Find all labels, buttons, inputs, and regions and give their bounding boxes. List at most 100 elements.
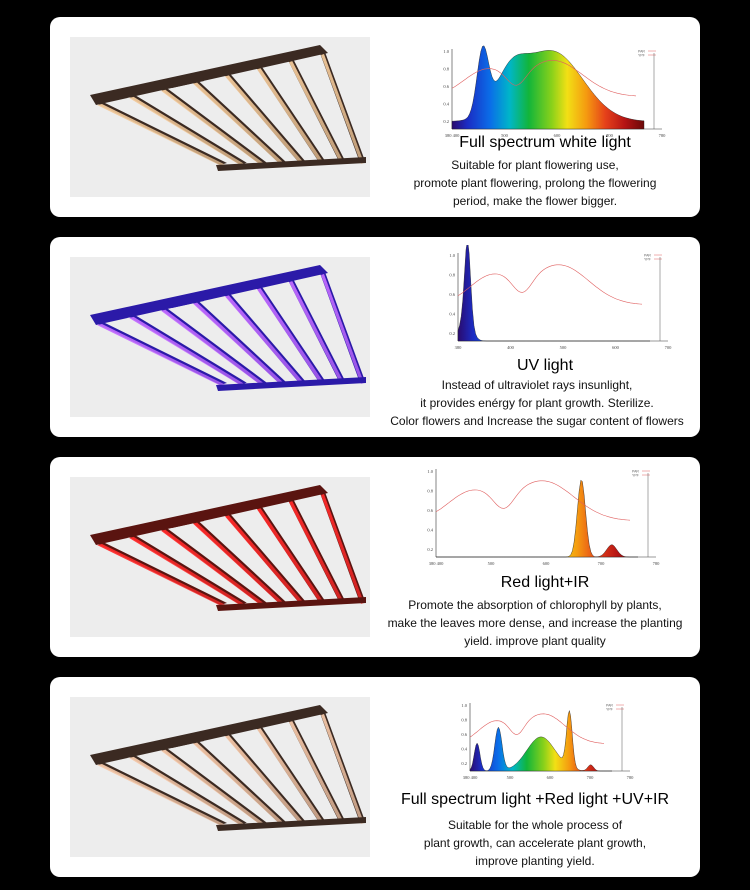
- panel-full-spectrum: 1.0 0.8 0.6 0.4 0.2 380 400 500 600 700 780 PAR YPF…: [50, 17, 700, 217]
- par-curve: [435, 480, 631, 521]
- fixture-led-strip: [129, 756, 246, 826]
- x-tick-label: 600: [612, 345, 620, 350]
- x-tick-label: 400: [507, 345, 515, 350]
- grow-light-fixture-image: [90, 45, 366, 171]
- y-tick-label: 0.4: [461, 747, 467, 752]
- fixture-driver: [170, 512, 204, 528]
- grow-light-photo: [70, 37, 370, 197]
- par-curve: [451, 60, 637, 97]
- y-tick-label: 0.6: [449, 292, 455, 297]
- fixture-led-strip: [225, 735, 305, 825]
- fixture-led-strip: [161, 309, 266, 386]
- grow-light-fixture-image: [90, 485, 366, 611]
- fixture-driver: [170, 72, 204, 88]
- fixture-led-strip: [129, 96, 246, 166]
- x-tick-label: 780: [659, 133, 667, 138]
- legend-label: YPF: [632, 474, 639, 478]
- x-tick-label: 700: [598, 561, 606, 566]
- fixture-top-bar: [90, 265, 328, 325]
- fixture-led-strip: [193, 522, 286, 606]
- fixture-led-strip: [225, 75, 305, 165]
- fixture-led-strip: [193, 742, 286, 826]
- x-tick-label: 500: [501, 133, 509, 138]
- spectrum-fill: [469, 709, 612, 772]
- x-tick-label: 780: [627, 775, 635, 780]
- fixture-led-strip: [289, 61, 345, 165]
- y-tick-label: 1.0: [427, 469, 433, 474]
- fixture-led-strip: [225, 515, 305, 605]
- y-tick-label: 1.0: [449, 253, 455, 258]
- panel-title: Full spectrum white light: [459, 134, 631, 151]
- spectrum-fill: [457, 245, 650, 342]
- y-tick-label: 0.4: [443, 102, 449, 107]
- fixture-bottom-rail: [216, 157, 366, 171]
- y-tick-label: 0.2: [427, 547, 433, 552]
- legend-label: YPF: [644, 258, 651, 262]
- y-tick-label: 0.8: [443, 67, 449, 72]
- fixture-led-strip: [321, 494, 364, 604]
- fixture-led-strip: [193, 302, 286, 386]
- fixture-driver: [170, 292, 204, 308]
- fixture-led-strip: [289, 281, 345, 385]
- x-tick-label: 500: [507, 775, 515, 780]
- y-tick-label: 0.6: [427, 508, 433, 513]
- fixture-bottom-rail: [216, 597, 366, 611]
- x-tick-label: 600: [543, 561, 551, 566]
- par-curve: [469, 713, 605, 744]
- x-tick-label: 700: [587, 775, 595, 780]
- fixture-led-strip: [193, 82, 286, 166]
- fixture-led-strip: [257, 728, 325, 825]
- panel-description: Suitable for plant flowering use, promot…: [413, 158, 657, 208]
- y-tick-label: 0.2: [443, 119, 449, 124]
- x-tick-label: 700: [606, 133, 614, 138]
- fixture-led-strip: [321, 54, 364, 164]
- fixture-top-bar: [90, 45, 328, 105]
- x-tick-label: 380: [455, 345, 463, 350]
- grow-light-photo: [70, 697, 370, 857]
- fixture-led-strip: [97, 104, 226, 166]
- x-tick-label: 380 400: [463, 775, 478, 780]
- y-tick-label: 1.0: [461, 703, 467, 708]
- legend-label: YPF: [638, 54, 645, 58]
- fixture-led-strip: [129, 316, 246, 386]
- legend-label: PAR: [632, 470, 639, 474]
- y-tick-label: 0.2: [461, 761, 467, 766]
- fixture-driver: [170, 732, 204, 748]
- grow-light-fixture-image: [90, 265, 366, 391]
- legend-label: PAR: [644, 254, 651, 258]
- grow-light-fixture-image: [90, 705, 366, 831]
- spectrum-chart: 1.0 0.8 0.6 0.4 0.2 380 400 500 600 700 780 PAR YPF: [422, 41, 672, 145]
- panel-uv: 1.0 0.8 0.6 0.4 0.2 380 400 500 600 700 PAR YPF UV …: [50, 237, 700, 437]
- x-tick-label: 500: [488, 561, 496, 566]
- fixture-led-strip: [257, 288, 325, 385]
- legend-label: YPF: [606, 708, 613, 712]
- spectrum-fill: [436, 479, 638, 558]
- fixture-led-strip: [289, 501, 345, 605]
- panel-title: Full spectrum light +Red light +UV+IR: [400, 791, 670, 808]
- fixture-led-strip: [321, 274, 364, 384]
- par-curve: [457, 264, 643, 305]
- fixture-led-strip: [225, 295, 305, 385]
- x-tick-label: 600: [547, 775, 555, 780]
- grow-light-photo: [70, 257, 370, 417]
- panel-red-ir: 1.0 0.8 0.6 0.4 0.2 380 400 500 600 700 780 PAR YPF…: [50, 457, 700, 657]
- panel-title: UV light: [516, 357, 574, 374]
- spectrum-fill: [451, 45, 645, 130]
- panel-description: Instead of ultraviolet rays insunlight, …: [390, 378, 684, 428]
- panel-full-spectrum-red-uv-ir: 1.0 0.8 0.6 0.4 0.2 380 400 500 600 700 780 PAR YPF…: [50, 677, 700, 877]
- fixture-led-strip: [97, 544, 226, 606]
- fixture-led-strip: [289, 721, 345, 825]
- x-tick-label: 600: [554, 133, 562, 138]
- panel-description: Promote the absorption of chlorophyll by…: [387, 598, 683, 648]
- x-tick-label: 380 400: [429, 561, 444, 566]
- y-tick-label: 0.6: [461, 732, 467, 737]
- panel-title: Red light+IR: [500, 574, 590, 591]
- spectrum-chart: 1.0 0.8 0.6 0.4 0.2 380 400 500 600 700 PAR YPF: [428, 245, 678, 357]
- y-tick-label: 0.8: [449, 273, 455, 278]
- fixture-bottom-rail: [216, 377, 366, 391]
- x-tick-label: 380 400: [445, 133, 460, 138]
- fixture-led-strip: [161, 749, 266, 826]
- legend-label: PAR: [638, 50, 645, 54]
- fixture-led-strip: [257, 508, 325, 605]
- panel-description: Suitable for the whole process of plant …: [423, 818, 647, 868]
